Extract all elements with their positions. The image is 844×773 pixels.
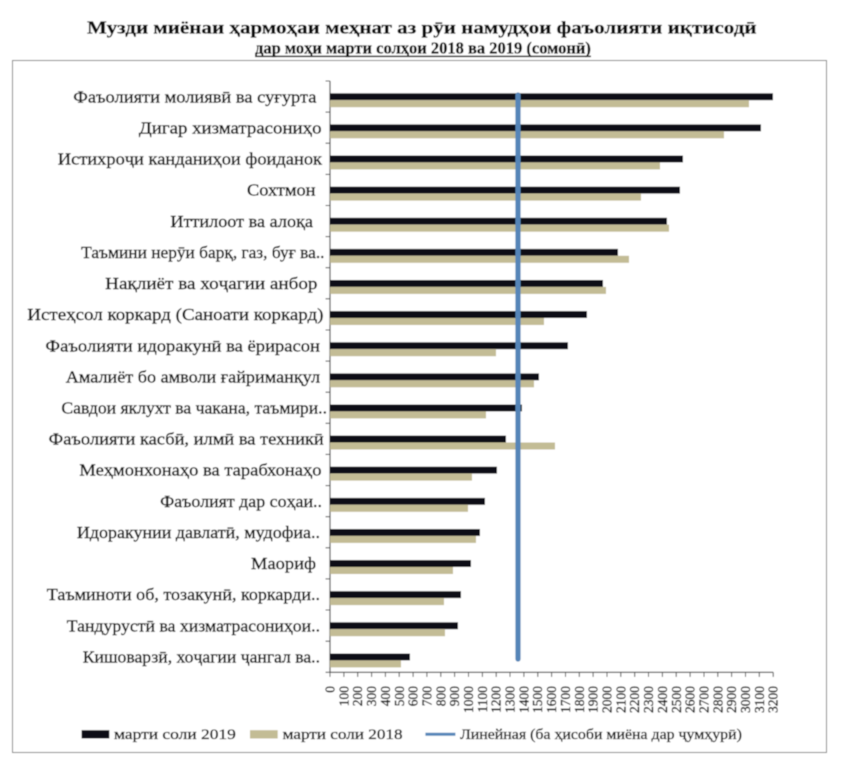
svg-text:марти соли 2019: марти соли 2019 [114,726,236,743]
svg-text:Таъмини нерӯи барқ, газ, буғ в: Таъмини нерӯи барқ, газ, буғ ва.. [81,243,324,262]
svg-text:3000: 3000 [738,686,753,713]
svg-text:1100: 1100 [475,686,490,713]
svg-text:марти соли 2018: марти соли 2018 [283,727,403,743]
svg-text:2000: 2000 [600,686,615,713]
svg-text:500: 500 [392,686,407,707]
svg-text:Фаъолияти молиявӣ ва суғурта: Фаъолияти молиявӣ ва суғурта [73,87,316,106]
svg-text:0: 0 [323,686,338,693]
svg-text:1500: 1500 [530,686,545,713]
svg-text:400: 400 [378,686,393,707]
svg-text:800: 800 [433,686,448,707]
svg-text:900: 900 [447,686,462,707]
svg-text:300: 300 [364,686,379,707]
svg-text:700: 700 [419,686,434,707]
svg-text:Таъминоти об, тозакунӣ, коркар: Таъминоти об, тозакунӣ, коркарди.. [47,585,320,604]
svg-text:1700: 1700 [558,686,573,713]
svg-text:1800: 1800 [572,686,587,713]
svg-text:Меҳмонхонаҳо ва тарабхонаҳо: Меҳмонхонаҳо ва тарабхонаҳо [79,460,321,479]
svg-text:3100: 3100 [752,686,767,713]
svg-text:Музди миёнаи ҳармоҳаи меҳнат а: Музди миёнаи ҳармоҳаи меҳнат аз рӯи наму… [87,19,757,38]
svg-text:1000: 1000 [461,686,476,713]
svg-text:Фаъолияти касбӣ, илмӣ ва техни: Фаъолияти касбӣ, илмӣ ва техникӣ [49,429,325,448]
svg-text:2400: 2400 [655,686,670,713]
svg-text:Савдои яклухт ва чакана, таъми: Савдои яклухт ва чакана, таъмири.. [61,399,327,418]
svg-text:Нақлиёт ва хоҷагии анбор: Нақлиёт ва хоҷагии анбор [105,274,317,293]
svg-text:1300: 1300 [503,686,518,713]
svg-text:Иттилоот ва алоқа: Иттилоот ва алоқа [170,211,313,230]
svg-text:3200: 3200 [766,686,781,713]
svg-text:1600: 1600 [544,686,559,713]
svg-text:Истеҳсол коркард (Саноати корк: Истеҳсол коркард (Саноати коркард) [27,305,323,325]
svg-text:Тандурустӣ ва хизматрасониҳои.: Тандурустӣ ва хизматрасониҳои.. [67,617,320,636]
svg-text:Идоракунии давлатӣ, мудофиа..: Идоракунии давлатӣ, мудофиа.. [77,522,320,541]
svg-text:2100: 2100 [613,686,628,713]
svg-text:2500: 2500 [669,686,684,713]
svg-text:Истихроҷи канданиҳои фоиданок: Истихроҷи канданиҳои фоиданок [58,149,323,168]
svg-text:Амалиёт бо амволи ғайриманқул: Амалиёт бо амволи ғайриманқул [66,367,320,386]
svg-text:1200: 1200 [489,686,504,713]
svg-text:1900: 1900 [586,686,601,713]
svg-text:дар моҳи марти солҳои 2018 ва: дар моҳи марти солҳои 2018 ва 2019 (сомо… [255,38,591,57]
svg-text:2300: 2300 [641,686,656,713]
svg-text:600: 600 [406,686,421,707]
svg-text:1400: 1400 [516,686,531,713]
svg-text:100: 100 [336,686,351,707]
svg-text:Сохтмон: Сохтмон [247,180,316,199]
svg-text:2200: 2200 [627,686,642,713]
svg-text:Маориф: Маориф [251,554,316,573]
svg-text:2800: 2800 [710,686,725,713]
svg-text:200: 200 [350,686,365,707]
svg-text:Дигар хизматрасониҳо: Дигар хизматрасониҳо [139,118,322,137]
svg-text:Фаъолият дар соҳаи..: Фаъолият дар соҳаи.. [160,491,322,510]
svg-text:Фаъолияти идоракунӣ ва ёрирасо: Фаъолияти идоракунӣ ва ёрирасон [45,336,320,355]
svg-text:2700: 2700 [697,686,712,713]
svg-text:Кишоварзӣ, хоҷагии ҷангал ва..: Кишоварзӣ, хоҷагии ҷангал ва.. [83,648,320,667]
svg-text:Линейная (ба ҳисоби миёна дар: Линейная (ба ҳисоби миёна дар ҷумҳурӣ) [460,726,742,743]
svg-text:2600: 2600 [683,686,698,713]
svg-text:2900: 2900 [724,686,739,713]
